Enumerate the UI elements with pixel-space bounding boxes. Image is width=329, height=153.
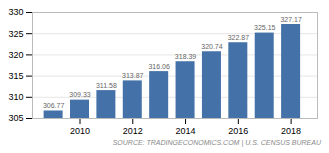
- svg-text:310: 310: [8, 92, 23, 102]
- svg-text:305: 305: [8, 113, 23, 123]
- svg-text:2018: 2018: [281, 126, 301, 136]
- svg-text:325.15: 325.15: [254, 24, 276, 31]
- svg-text:306.77: 306.77: [43, 102, 65, 109]
- html-text:SOURCE: TRADINGECONOMICS.COM |: SOURCE: TRADINGECONOMICS.COM | U.S. CENS…: [112, 139, 321, 146]
- svg-text:318.39: 318.39: [175, 53, 197, 60]
- svg-text:2014: 2014: [176, 126, 196, 136]
- svg-text:327.17: 327.17: [280, 16, 302, 23]
- svg-text:2010: 2010: [70, 126, 90, 136]
- svg-text:316.06: 316.06: [148, 63, 170, 70]
- svg-text:2012: 2012: [123, 126, 143, 136]
- svg-text:313.87: 313.87: [122, 72, 144, 79]
- svg-text:330: 330: [8, 7, 23, 17]
- svg-text:320: 320: [8, 50, 23, 60]
- svg-text:322.87: 322.87: [228, 34, 250, 41]
- svg-text:325: 325: [8, 29, 23, 39]
- svg-text:311.58: 311.58: [96, 82, 117, 89]
- svg-text:309.33: 309.33: [69, 91, 91, 98]
- svg-text:320.74: 320.74: [201, 43, 223, 50]
- svg-text:315: 315: [8, 71, 23, 81]
- svg-text:2016: 2016: [228, 126, 248, 136]
